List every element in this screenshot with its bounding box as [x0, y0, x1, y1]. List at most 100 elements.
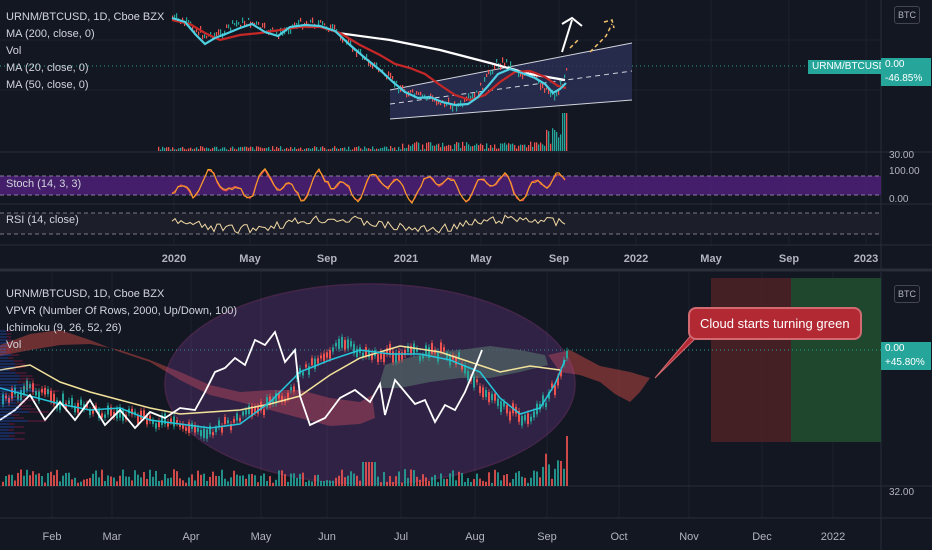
volume-bar: [167, 478, 169, 486]
volume-bar: [68, 472, 70, 486]
volume-bar: [200, 474, 202, 486]
volume-bar: [238, 147, 240, 151]
vpvr-bar-down: [11, 414, 20, 416]
volume-bar: [300, 147, 302, 151]
vpvr-bar-up: [0, 372, 16, 374]
volume-bar: [254, 475, 256, 486]
candle: [370, 62, 372, 68]
volume-bar: [296, 149, 298, 151]
candle: [119, 407, 121, 418]
candle: [542, 83, 544, 89]
vpvr-bar-up: [0, 345, 7, 347]
candle: [488, 69, 490, 75]
candle: [334, 24, 336, 30]
candle: [440, 342, 442, 352]
top-legend-vol[interactable]: Vol: [6, 45, 22, 57]
volume-bar: [344, 147, 346, 151]
volume-bar: [328, 149, 330, 151]
volume-bar: [56, 469, 58, 486]
volume-bar: [474, 145, 476, 151]
volume-bar: [488, 148, 490, 151]
bottom-legend-symbol[interactable]: URNM/BTCUSD, 1D, Cboe BZX: [6, 288, 165, 300]
candle: [312, 17, 314, 24]
vpvr-bar-up: [0, 330, 7, 332]
candle: [412, 89, 414, 93]
stoch-legend[interactable]: Stoch (14, 3, 3): [6, 178, 82, 190]
vpvr-bar-up: [0, 390, 36, 392]
volume-bar: [176, 149, 178, 151]
volume-bar: [326, 149, 328, 151]
candle: [194, 425, 196, 433]
volume-bar: [322, 146, 324, 151]
candle: [263, 409, 265, 416]
bottom-currency-button[interactable]: BTC: [894, 285, 920, 303]
volume-bar: [155, 470, 157, 486]
volume-bar: [173, 469, 175, 486]
candle: [430, 93, 432, 99]
top-currency-button[interactable]: BTC: [894, 6, 920, 24]
vpvr-bar-down: [8, 423, 15, 425]
volume-bar: [546, 129, 548, 151]
vpvr-bar-up: [0, 399, 23, 401]
volume-bar: [434, 145, 436, 151]
vpvr-bar-up: [0, 354, 12, 356]
volume-bar: [206, 147, 208, 151]
volume-bar: [185, 482, 187, 486]
candle: [262, 23, 264, 28]
candle: [388, 71, 390, 76]
top-legend-ma50[interactable]: MA (50, close, 0): [6, 79, 89, 91]
bottom-legend-vpvr[interactable]: VPVR (Number Of Rows, 2000, Up/Down, 100…: [6, 305, 238, 317]
candle: [240, 24, 242, 29]
volume-bar: [131, 480, 133, 486]
volume-bar: [406, 147, 408, 151]
candle: [278, 393, 280, 399]
bottom-x-tick: Jun: [318, 531, 336, 543]
channel-lower-line: [389, 99, 633, 120]
volume-bar: [198, 149, 200, 151]
volume-bar: [464, 145, 466, 151]
volume-bar: [470, 146, 472, 151]
volume-bar: [395, 476, 397, 486]
candle: [332, 347, 334, 352]
volume-bar: [365, 462, 367, 486]
candle: [228, 24, 230, 29]
bottom-legend-vol[interactable]: Vol: [6, 339, 22, 351]
candle: [5, 395, 7, 399]
top-legend-ma200[interactable]: MA (200, close, 0): [6, 28, 95, 40]
volume-bar: [320, 147, 322, 151]
volume-bar: [462, 141, 464, 151]
candle: [492, 70, 494, 75]
candle: [248, 17, 250, 20]
candle: [270, 29, 272, 32]
candle: [386, 348, 388, 355]
annotation-callout[interactable]: Cloud starts turning green: [688, 307, 862, 340]
volume-bar: [516, 148, 518, 151]
candle: [390, 72, 392, 78]
candle: [290, 28, 292, 34]
candle: [480, 82, 482, 86]
candle: [556, 89, 558, 97]
volume-bar: [292, 149, 294, 151]
volume-bar: [41, 476, 43, 486]
volume-bar: [44, 482, 46, 486]
candle: [365, 347, 367, 357]
volume-bar: [350, 149, 352, 151]
vpvr-bar-down: [15, 402, 27, 404]
volume-bar: [539, 477, 541, 486]
candle: [92, 409, 94, 414]
candle: [269, 396, 271, 406]
rsi-legend[interactable]: RSI (14, close): [6, 214, 79, 226]
vpvr-bar-up: [0, 363, 16, 365]
bottom-legend-ichimoku[interactable]: Ichimoku (9, 26, 52, 26): [6, 322, 122, 334]
bottom-x-tick: May: [251, 531, 272, 543]
volume-bar: [196, 147, 198, 151]
top-legend-symbol[interactable]: URNM/BTCUSD, 1D, Cboe BZX: [6, 11, 165, 23]
top-legend-ma20[interactable]: MA (20, close, 0): [6, 62, 89, 74]
volume-bar: [398, 146, 400, 151]
volume-bar: [438, 143, 440, 151]
volume-bar: [221, 469, 223, 486]
candle: [320, 19, 322, 23]
volume-bar: [464, 481, 466, 486]
bottom-x-tick: 2022: [821, 531, 845, 543]
